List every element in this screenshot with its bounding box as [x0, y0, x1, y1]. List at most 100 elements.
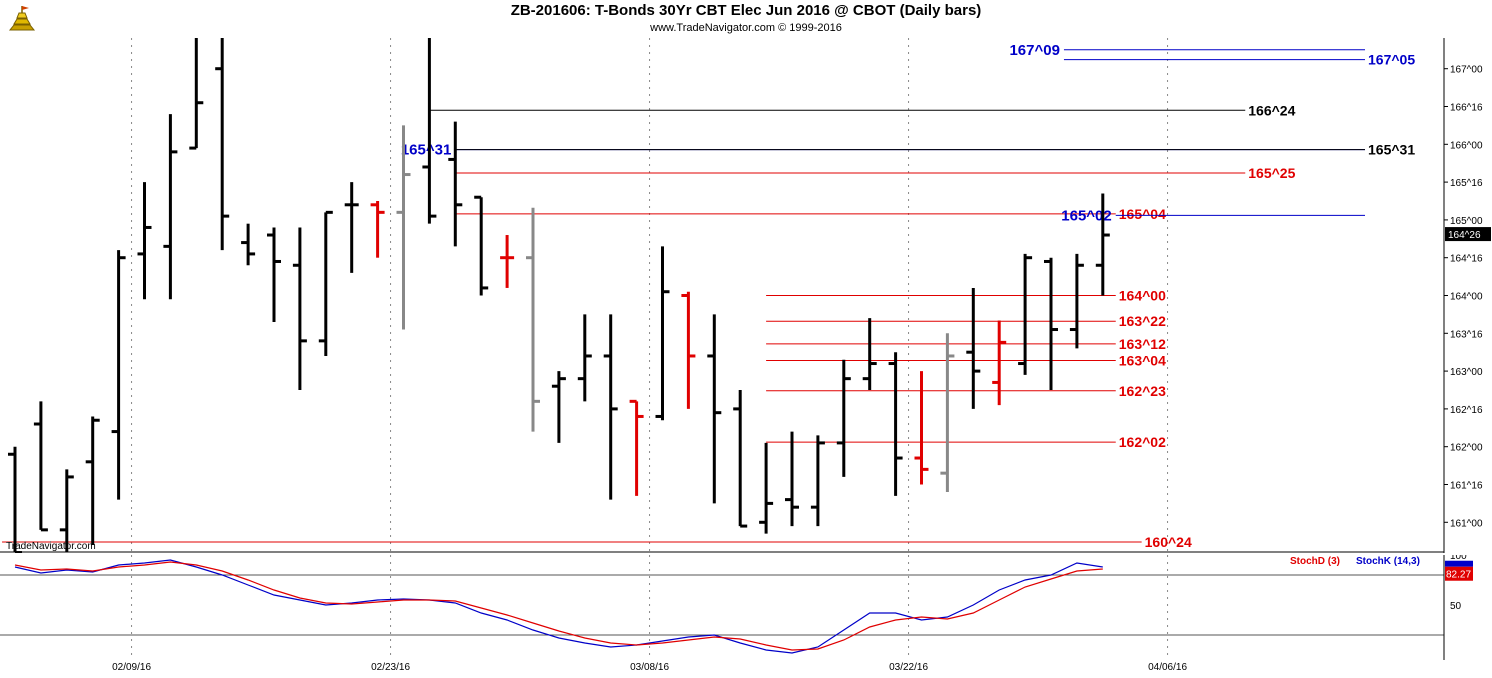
level-label: 165^02 — [1061, 207, 1111, 224]
gold-stack-icon — [6, 4, 38, 34]
ohlc-bar — [940, 333, 955, 493]
watermark: TradeNavigator.com — [6, 541, 96, 552]
price-levels: 167^09 167^05 166^24 165^31 165^31 165^25 165^… — [2, 42, 1415, 550]
date-axis: 02/09/16 02/23/16 03/08/16 03/22/16 04/06/16 — [0, 660, 1492, 678]
level-label: 167^05 — [1368, 52, 1415, 68]
ohlc-bar — [422, 38, 437, 224]
ohlc-bar — [189, 38, 204, 150]
price-tick-label: 164^16 — [1450, 254, 1483, 265]
ohlc-bar — [137, 182, 152, 300]
ohlc-bar — [396, 125, 411, 330]
price-tick-label: 163^16 — [1450, 329, 1483, 340]
ohlc-bar — [370, 201, 385, 258]
level-label: 163^04 — [1119, 353, 1166, 369]
price-tick-label: 165^16 — [1450, 178, 1483, 189]
price-tick-label: 166^16 — [1450, 103, 1483, 114]
ohlc-bar — [629, 399, 644, 496]
date-label: 03/08/16 — [630, 662, 670, 673]
stochastic-last-value: 82.27 — [1446, 570, 1471, 581]
ohlc-bar — [707, 314, 722, 504]
ohlc-bar — [526, 207, 540, 432]
level-label: 165^31 — [1368, 142, 1415, 158]
ohlc-bar — [241, 223, 256, 266]
stochastic-panel[interactable]: 100 50 82.27 — [0, 555, 1492, 660]
ohlc-bar — [474, 195, 489, 296]
ohlc-bar — [8, 446, 22, 553]
level-label: 165^31 — [401, 142, 451, 159]
ohlc-bar — [551, 371, 566, 443]
ohlc-bar — [59, 469, 74, 553]
level-label: 165^04 — [1119, 206, 1166, 222]
ohlc-bar — [85, 416, 100, 545]
ohlc-bar — [836, 359, 851, 477]
price-chart[interactable]: 167^09 167^05 166^24 165^31 165^31 165^25 165^… — [0, 38, 1492, 553]
ohlc-bar — [292, 227, 307, 390]
level-label: 167^09 — [1009, 42, 1059, 59]
level-label: 162^02 — [1119, 434, 1166, 450]
legend-stoch-d: StochD (3) — [1290, 556, 1340, 567]
stochastic-d-value-box — [1445, 566, 1473, 581]
stochastic-tick-label: 100 — [1450, 555, 1467, 562]
chart-title: ZB-201606: T-Bonds 30Yr CBT Elec Jun 201… — [510, 2, 982, 19]
chart-subtitle: www.TradeNavigator.com © 1999-2016 — [650, 22, 842, 34]
last-price-label: 164^26 — [1448, 230, 1481, 241]
ohlc-bar — [862, 318, 877, 390]
ohlc-bar — [267, 227, 281, 322]
ohlc-bar — [759, 442, 774, 534]
ohlc-bar — [914, 371, 929, 485]
ohlc-bar — [681, 291, 696, 409]
chart-header: ZB-201606: T-Bonds 30Yr CBT Elec Jun 201… — [0, 0, 1492, 38]
ohlc-bar — [1018, 253, 1033, 375]
date-label: 03/22/16 — [889, 662, 929, 673]
ohlc-bar — [448, 121, 463, 247]
ohlc-bar — [318, 210, 333, 356]
price-tick-label: 166^00 — [1450, 140, 1483, 151]
ohlc-bar — [577, 314, 592, 402]
price-tick-label: 162^00 — [1450, 443, 1483, 454]
ohlc-bar — [1095, 193, 1110, 296]
ohlc-bar — [500, 235, 515, 288]
legend-stoch-k: StochK (14,3) — [1356, 556, 1420, 567]
stochastic-series-line — [14, 559, 1103, 654]
ohlc-bar — [215, 38, 230, 251]
last-price-box — [1445, 227, 1491, 242]
ohlc-bar — [603, 314, 618, 500]
price-grid — [131, 38, 1169, 553]
stochastic-k-value-box — [1445, 560, 1473, 567]
ohlc-bar — [111, 250, 126, 500]
ohlc-bar — [1044, 257, 1058, 390]
level-label: 163^22 — [1119, 313, 1166, 329]
ohlc-bar — [344, 182, 359, 273]
price-tick-label: 162^16 — [1450, 405, 1483, 416]
stochastic-series-line — [14, 561, 1103, 651]
price-axis: 161^00 161^16 162^00 162^16 163^00 163^16 164^… — [0, 38, 1491, 553]
level-label: 163^12 — [1119, 336, 1166, 352]
price-tick-label: 167^00 — [1450, 65, 1483, 76]
stochastic-axis: 100 50 82.27 — [1443, 555, 1473, 660]
price-tick-label: 165^00 — [1450, 216, 1483, 227]
ohlc-bar — [966, 287, 981, 409]
level-label: 162^23 — [1119, 383, 1166, 399]
level-label: 160^24 — [1145, 534, 1192, 550]
ohlc-bar — [655, 246, 670, 421]
date-label: 04/06/16 — [1148, 662, 1188, 673]
date-label: 02/09/16 — [112, 662, 152, 673]
ohlc-bar — [733, 389, 748, 528]
stochastic-lines — [14, 559, 1103, 654]
date-label: 02/23/16 — [371, 662, 411, 673]
stochastic-tick-label: 50 — [1450, 601, 1462, 612]
ohlc-bar — [810, 435, 825, 527]
level-label: 164^00 — [1119, 288, 1166, 304]
ohlc-bar — [1069, 253, 1084, 349]
stochastic-grid — [0, 555, 1444, 660]
ohlc-bar — [888, 352, 903, 496]
price-tick-label: 161^00 — [1450, 518, 1483, 529]
ohlc-bar — [33, 401, 48, 532]
price-bars — [8, 38, 1110, 553]
level-label: 165^25 — [1248, 165, 1295, 181]
level-label: 166^24 — [1248, 102, 1295, 118]
ohlc-bar — [163, 114, 178, 300]
price-tick-label: 161^16 — [1450, 480, 1483, 491]
price-tick-label: 163^00 — [1450, 367, 1483, 378]
ohlc-bar — [785, 431, 799, 527]
